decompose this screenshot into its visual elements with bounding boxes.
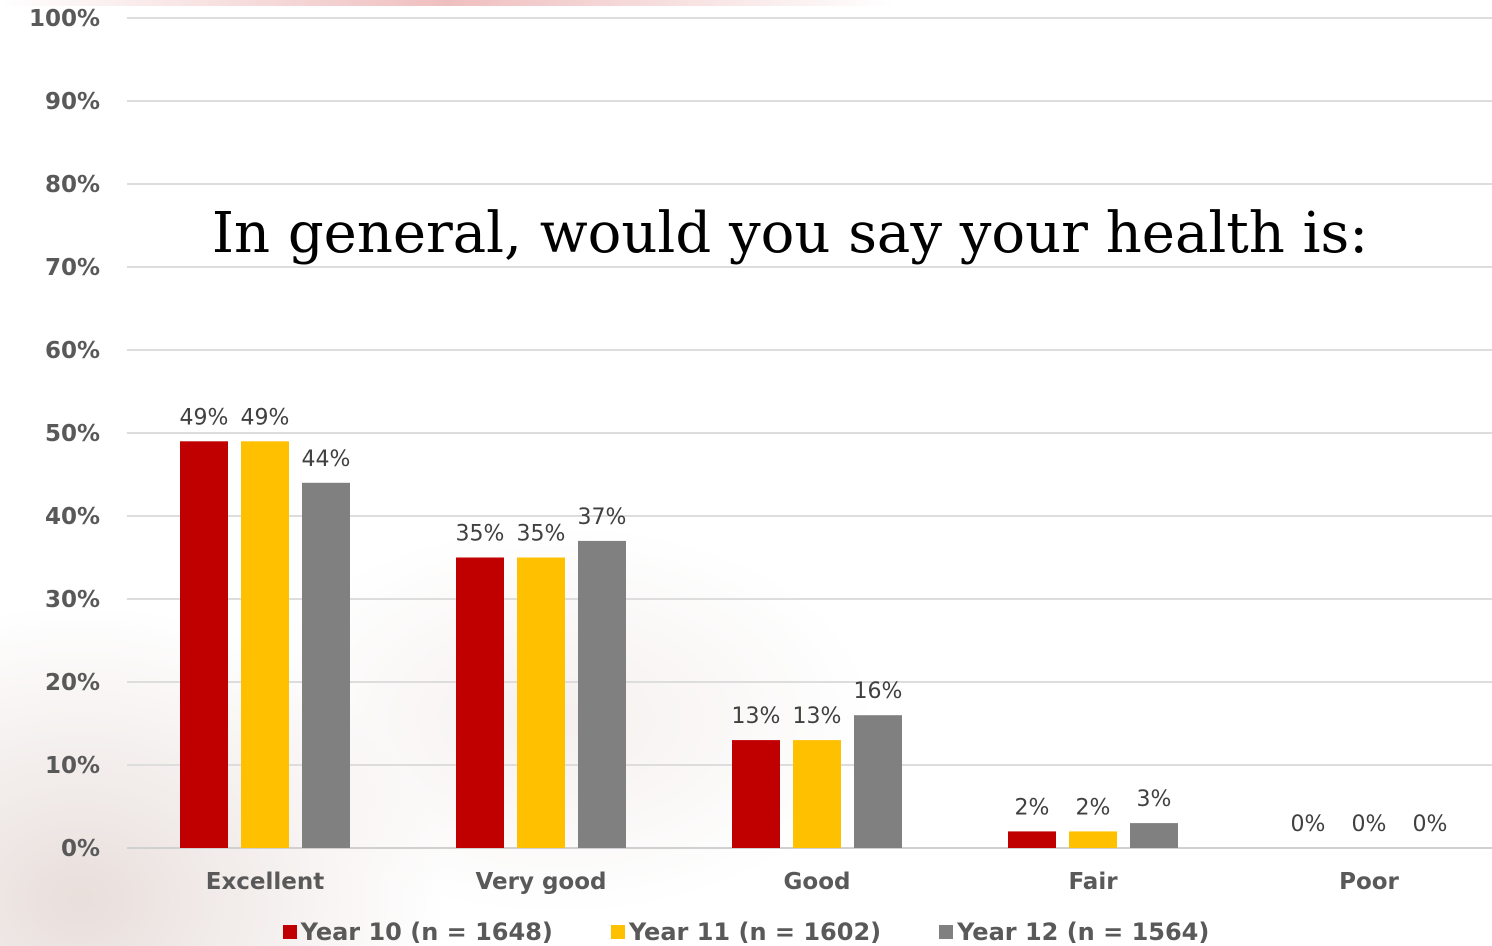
bar (241, 441, 289, 848)
x-category-label: Fair (1068, 869, 1118, 895)
data-label: 35% (456, 522, 505, 547)
legend-item: Year 11 (n = 1602) (610, 918, 882, 946)
data-label: 49% (241, 405, 290, 430)
bar (1069, 831, 1117, 848)
data-label: 0% (1413, 812, 1448, 837)
data-label: 2% (1015, 795, 1050, 820)
x-category-label: Good (784, 869, 851, 895)
y-tick-label: 60% (45, 338, 100, 364)
data-label: 0% (1291, 812, 1326, 837)
bar (1008, 831, 1056, 848)
legend-swatch (939, 925, 954, 939)
data-label: 13% (732, 704, 781, 729)
data-label: 3% (1137, 787, 1172, 812)
bar (732, 740, 780, 848)
data-label: 13% (793, 704, 842, 729)
x-category-label: Very good (475, 869, 606, 895)
legend-label: Year 11 (n = 1602) (628, 918, 882, 946)
legend-label: Year 12 (n = 1564) (957, 918, 1210, 946)
data-label: 0% (1352, 812, 1387, 837)
legend-item: Year 12 (n = 1564) (939, 918, 1209, 946)
legend-item: Year 10 (n = 1648) (282, 918, 553, 946)
data-label: 35% (517, 522, 566, 547)
bar-chart: 0%10%20%30%40%50%60%70%80%90%100% 49% 49%… (29, 6, 1492, 895)
bar (854, 715, 902, 848)
bars (180, 441, 1178, 848)
legend-swatch (282, 925, 297, 939)
legend: Year 10 (n = 1648) Year 11 (n = 1602) Year… (0, 918, 1492, 946)
data-label: 49% (180, 405, 229, 430)
chart-title: In general, would you say your health is… (212, 201, 1368, 266)
bar (180, 441, 228, 848)
bar (456, 557, 504, 848)
y-tick-label: 40% (45, 504, 100, 530)
y-tick-label: 70% (45, 255, 100, 281)
gridlines (127, 17, 1492, 849)
x-category-label: Poor (1339, 869, 1399, 895)
data-label: 2% (1076, 795, 1111, 820)
x-category-label: Excellent (206, 869, 325, 895)
y-axis-ticks: 0% 10% 20% 30% 40% 50% 60% 70% 80% 90% 100% (29, 6, 100, 862)
y-tick-label: 100% (29, 6, 100, 32)
bar (793, 740, 841, 848)
y-tick-label: 90% (45, 89, 100, 115)
legend-label: Year 10 (n = 1648) (300, 918, 553, 946)
header-strip (0, 0, 1492, 6)
data-label: 44% (302, 447, 351, 472)
data-label: 16% (854, 679, 903, 704)
y-tick-label: 20% (45, 670, 100, 696)
bar (302, 482, 350, 848)
bar (578, 540, 626, 848)
data-labels: 49% 49% 44% 35% 35% 37% 13% 13% 16% 2% 2% 3% 0% 0% 0% (180, 405, 1448, 837)
y-tick-label: 80% (45, 172, 100, 198)
x-axis-categories: Excellent Very good Good Fair Poor (206, 869, 1400, 895)
y-tick-label: 0% (61, 836, 100, 862)
y-tick-label: 10% (45, 753, 100, 779)
legend-swatch (610, 925, 625, 939)
bar (517, 557, 565, 848)
bar (1130, 823, 1178, 848)
data-label: 37% (578, 505, 627, 530)
y-tick-label: 50% (45, 421, 100, 447)
y-tick-label: 30% (45, 587, 100, 613)
